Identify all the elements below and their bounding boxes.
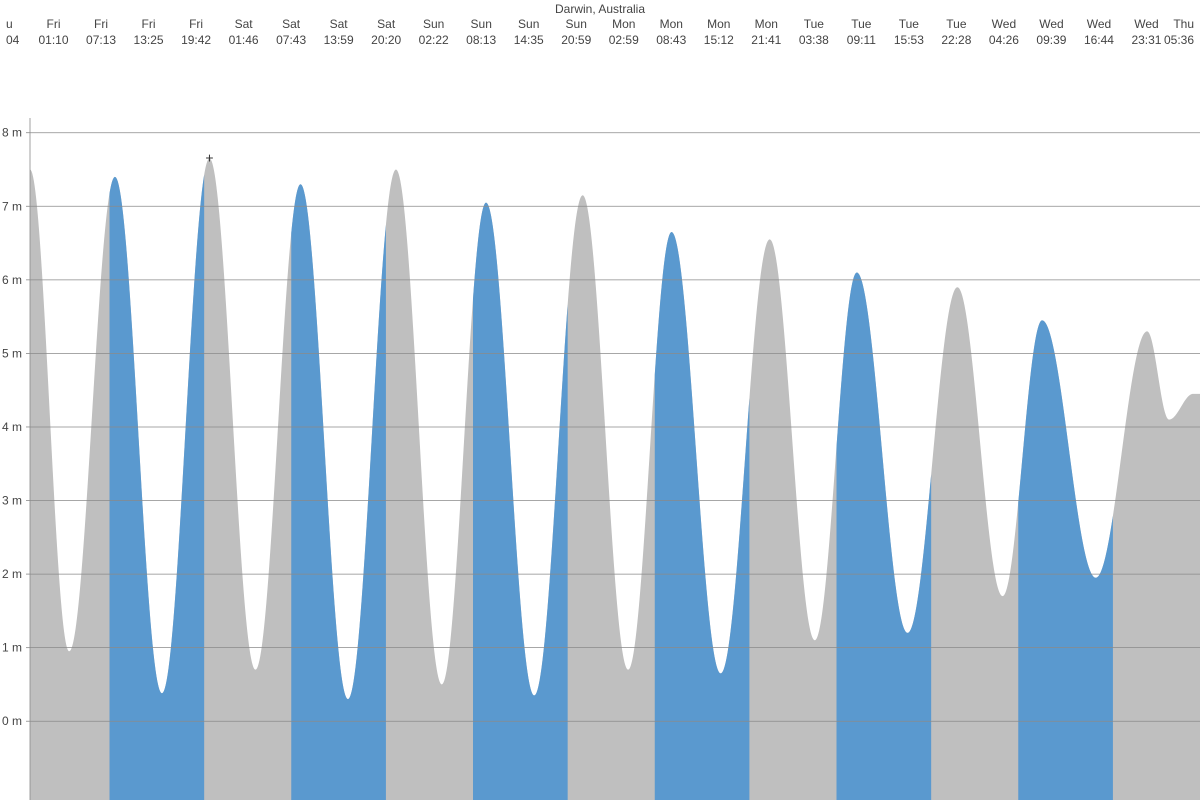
tide-area-day bbox=[1018, 320, 1113, 800]
tide-area-day bbox=[473, 203, 568, 800]
y-tick-label: 1 m bbox=[2, 641, 22, 655]
y-tick-label: 3 m bbox=[2, 494, 22, 508]
top-label-day: Fri bbox=[47, 17, 61, 31]
top-label-day: Sun bbox=[518, 17, 539, 31]
top-label-time: 23:31 bbox=[1131, 33, 1161, 47]
top-label-time: 03:38 bbox=[799, 33, 829, 47]
y-tick-label: 7 m bbox=[2, 199, 22, 213]
top-label-time: 07:43 bbox=[276, 33, 306, 47]
top-label-day: Mon bbox=[707, 17, 730, 31]
top-label-day: Thu bbox=[1173, 17, 1194, 31]
top-label-time: 08:13 bbox=[466, 33, 496, 47]
top-label-day: Sat bbox=[377, 17, 396, 31]
top-label-time: 05:36 bbox=[1164, 33, 1194, 47]
top-label-time: 02:59 bbox=[609, 33, 639, 47]
top-label-time: 21:41 bbox=[751, 33, 781, 47]
y-tick-label: 8 m bbox=[2, 126, 22, 140]
top-label-time: 02:22 bbox=[419, 33, 449, 47]
top-label-day: Sat bbox=[282, 17, 301, 31]
top-label-day: Wed bbox=[1134, 17, 1158, 31]
top-label-time: 09:11 bbox=[847, 33, 876, 47]
tide-chart: Darwin, Australia 0 m1 m2 m3 m4 m5 m6 m7… bbox=[0, 0, 1200, 800]
top-label-time: 22:28 bbox=[941, 33, 971, 47]
top-label-day: Wed bbox=[992, 17, 1016, 31]
top-label-time: 09:39 bbox=[1036, 33, 1066, 47]
top-label-day: Mon bbox=[660, 17, 683, 31]
y-tick-label: 4 m bbox=[2, 420, 22, 434]
tide-area-day bbox=[655, 232, 750, 800]
top-label-time: 15:53 bbox=[894, 33, 924, 47]
top-label-time: 20:59 bbox=[561, 33, 591, 47]
top-label-time: 04 bbox=[6, 33, 20, 47]
top-label-day: Sun bbox=[566, 17, 587, 31]
top-label-time: 20:20 bbox=[371, 33, 401, 47]
tide-chart-svg: 0 m1 m2 m3 m4 m5 m6 m7 m8 m2022000204060… bbox=[0, 0, 1200, 800]
top-label-time: 04:26 bbox=[989, 33, 1019, 47]
top-label-time: 13:25 bbox=[134, 33, 164, 47]
top-label-day: Wed bbox=[1087, 17, 1111, 31]
top-label-time: 08:43 bbox=[656, 33, 686, 47]
top-label-day: Tue bbox=[946, 17, 967, 31]
peak-marker-icon: + bbox=[205, 149, 213, 165]
top-label-day: Sun bbox=[423, 17, 444, 31]
y-tick-label: 0 m bbox=[2, 714, 22, 728]
tide-area-day bbox=[110, 175, 205, 800]
top-label-time: 15:12 bbox=[704, 33, 734, 47]
top-label-time: 19:42 bbox=[181, 33, 211, 47]
top-label-day: Wed bbox=[1039, 17, 1063, 31]
y-tick-label: 6 m bbox=[2, 273, 22, 287]
top-label-day: Sat bbox=[235, 17, 254, 31]
top-label-day: Mon bbox=[755, 17, 778, 31]
top-label-time: 13:59 bbox=[324, 33, 354, 47]
top-label-day: Sun bbox=[471, 17, 492, 31]
top-label-day: Fri bbox=[142, 17, 156, 31]
y-tick-label: 2 m bbox=[2, 567, 22, 581]
top-label-day: Fri bbox=[189, 17, 203, 31]
top-label-time: 01:10 bbox=[39, 33, 69, 47]
top-label-time: 16:44 bbox=[1084, 33, 1114, 47]
top-label-day: Mon bbox=[612, 17, 635, 31]
top-label-day: Tue bbox=[804, 17, 825, 31]
top-label-time: 07:13 bbox=[86, 33, 116, 47]
top-label-time: 14:35 bbox=[514, 33, 544, 47]
top-label-day: Tue bbox=[899, 17, 920, 31]
top-label-day: u bbox=[6, 17, 13, 31]
chart-title: Darwin, Australia bbox=[555, 2, 645, 16]
tide-area-day bbox=[291, 184, 386, 800]
top-label-day: Tue bbox=[851, 17, 872, 31]
top-label-day: Fri bbox=[94, 17, 108, 31]
top-label-day: Sat bbox=[330, 17, 349, 31]
top-label-time: 01:46 bbox=[229, 33, 259, 47]
y-tick-label: 5 m bbox=[2, 346, 22, 360]
